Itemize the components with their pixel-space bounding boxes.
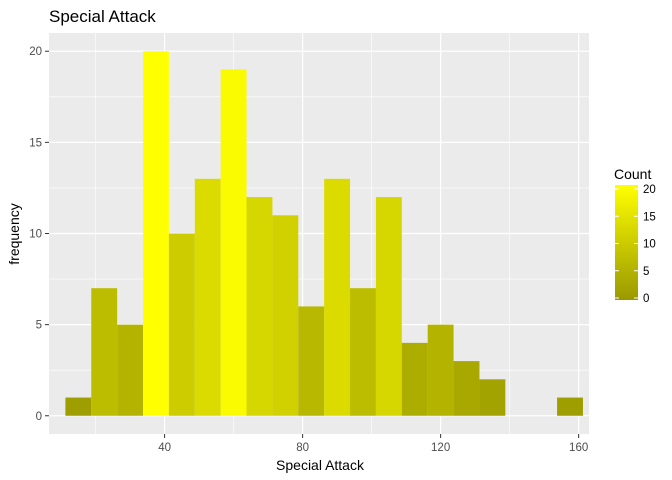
histogram-bar [453,361,480,416]
y-tick-label: 20 [29,46,42,58]
histogram-bar [479,379,506,416]
legend-colorbar [615,185,638,300]
bars [65,51,583,416]
legend-ticks: 0 5 10 15 20 [615,184,656,305]
histogram-bar [194,178,221,416]
y-axis-title: frequency [6,203,22,264]
histogram-bar [143,51,169,416]
histogram-bar [557,397,583,416]
legend-tick-label: 5 [643,266,649,278]
histogram-bar [246,197,273,416]
histogram-bar [117,324,144,416]
histogram-bar [91,288,118,416]
x-axis: 40 80 120 160 [158,434,588,454]
x-tick-label: 120 [431,442,450,454]
legend-tick-label: 0 [643,293,649,305]
histogram-bar [350,288,376,416]
x-tick-label: 160 [569,442,588,454]
histogram-bar [375,197,402,416]
histogram-bar [324,178,351,416]
x-tick-label: 80 [296,442,309,454]
y-tick-label: 5 [36,320,42,332]
x-axis-title: Special Attack [276,457,365,473]
histogram-bar [65,397,92,416]
x-tick-label: 40 [158,442,171,454]
histogram-bar [168,233,195,416]
color-legend: Count 0 5 10 15 20 [614,166,656,305]
histogram-bar [298,306,325,416]
legend-title: Count [614,166,651,182]
y-tick-label: 0 [36,411,42,423]
legend-tick-label: 15 [643,211,656,223]
histogram-bar [401,342,428,416]
histogram-bar [427,324,454,416]
y-axis: 0 5 10 15 20 [29,46,49,423]
histogram-bar [220,69,247,416]
y-tick-label: 10 [29,229,42,241]
y-tick-label: 15 [29,137,42,149]
histogram-bar [272,215,299,416]
chart-title: Special Attack [49,7,156,26]
legend-tick-label: 20 [643,184,656,196]
legend-tick-label: 10 [643,239,656,251]
